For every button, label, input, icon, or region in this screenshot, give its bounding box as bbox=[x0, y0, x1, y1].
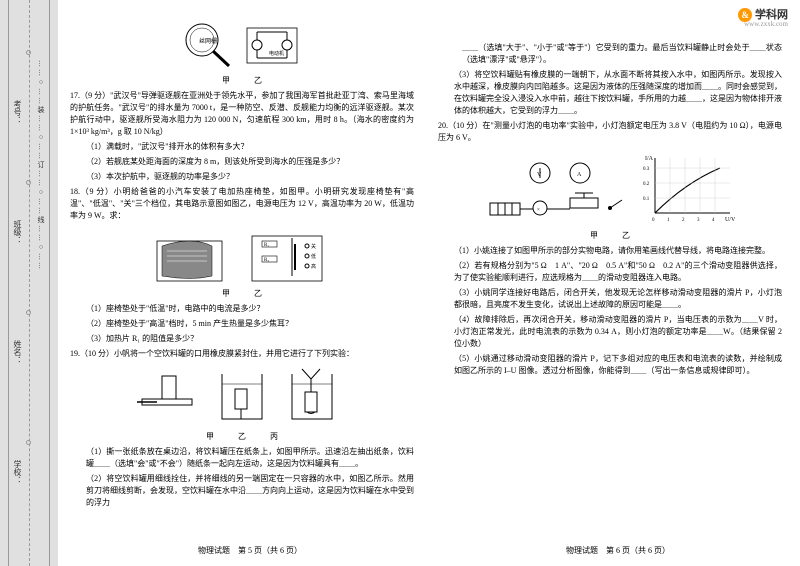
binding-label-school: 学校： bbox=[12, 460, 23, 484]
q17-sub1: （1）满载时，"武汉号"排开水的体积有多大？ bbox=[70, 141, 414, 153]
q20-fig-caption: 甲 乙 bbox=[438, 230, 782, 241]
q18-fig-caption: 甲 乙 bbox=[70, 288, 414, 299]
svg-text:0.3: 0.3 bbox=[643, 167, 650, 172]
q16-fig-caption: 甲 乙 bbox=[70, 75, 414, 86]
q20-sub4: （4）故障排除后，再次闭合开关，移动滑动变阻器的滑片 P，当电压表的示数为＿＿V… bbox=[438, 314, 782, 350]
svg-text:×: × bbox=[537, 208, 540, 213]
binding-strip: 学校： 姓名： 班级： 考号： ……○……装……○……订……○……线……○…… bbox=[0, 0, 58, 566]
q19-fig-caption: 甲 乙 丙 bbox=[70, 431, 414, 442]
q19-sub3: （3）将空饮料罐贴有橡皮膜的一端朝下，从水面不断将其按入水中，如图丙所示。发现按… bbox=[438, 69, 782, 117]
svg-text:低: 低 bbox=[311, 253, 316, 260]
svg-text:丝网栅: 丝网栅 bbox=[199, 37, 217, 45]
svg-text:电动机: 电动机 bbox=[269, 50, 284, 57]
svg-text:0: 0 bbox=[652, 218, 655, 223]
q20-sub3: （3）小姚同学连接好电路后，闭合开关，他发现无论怎样移动滑动变阻器的滑片 P，小… bbox=[438, 287, 782, 311]
page-6: ＿＿（选填"大于"、"小于"或"等于"）它受到的重力。最后当饮料罐静止时会处于＿… bbox=[430, 6, 790, 560]
svg-text:R₂: R₂ bbox=[264, 258, 269, 263]
q17-head: 17.（9 分）"武汉号"导弹驱逐舰在亚洲处于领先水平，参加了我国海军首批赴亚丁… bbox=[70, 90, 414, 138]
binding-circle bbox=[26, 180, 31, 185]
svg-text:V: V bbox=[537, 172, 542, 178]
binding-circle bbox=[26, 440, 31, 445]
page-6-footer: 物理试题 第 6 页（共 6 页） bbox=[438, 545, 798, 556]
binding-label-class: 班级： bbox=[12, 220, 23, 244]
svg-text:3: 3 bbox=[697, 218, 700, 223]
binding-circle bbox=[26, 310, 31, 315]
svg-text:2: 2 bbox=[682, 218, 685, 223]
svg-text:4: 4 bbox=[712, 218, 715, 223]
svg-text:关: 关 bbox=[311, 243, 316, 250]
q19-sub2b: ＿＿（选填"大于"、"小于"或"等于"）它受到的重力。最后当饮料罐静止时会处于＿… bbox=[438, 42, 782, 66]
binding-dashes bbox=[29, 0, 30, 566]
q18-sub2: （2）座椅垫处于"高温"档时，5 min 产生热量是多少焦耳？ bbox=[70, 318, 414, 330]
q20-sub1: （1）小姚连接了如图甲所示的部分实物电路，请你用笔画线代替导线，将电路连接完整。 bbox=[438, 245, 782, 257]
svg-text:0.1: 0.1 bbox=[643, 197, 650, 202]
svg-text:R₁: R₁ bbox=[264, 243, 269, 248]
page-5-footer: 物理试题 第 5 页（共 6 页） bbox=[70, 545, 430, 556]
binding-label-id: 考号： bbox=[12, 100, 23, 124]
svg-text:高: 高 bbox=[311, 263, 316, 270]
svg-text:I/A: I/A bbox=[645, 156, 654, 162]
q18-sub3: （3）加热片 R₁ 的阻值是多少？ bbox=[70, 333, 414, 345]
q16-figure: 丝网栅 电动机 甲 乙 bbox=[70, 18, 414, 86]
q19-sub1: （1）撕一张纸条放在桌边沿，将饮料罐压在纸条上，如图甲所示。迅速沿左抽出纸条，饮… bbox=[70, 446, 414, 470]
q17-sub3: （3）本次护航中，驱逐舰的功率是多少？ bbox=[70, 171, 414, 183]
q19-figure: 甲 乙 丙 bbox=[70, 364, 414, 442]
q18-sub1: （1）座椅垫处于"低温"时，电路中的电流是多少？ bbox=[70, 303, 414, 315]
q20-head: 20.（10 分）在"测量小灯泡的电功率"实验中，小灯泡额定电压为 3.8 V（… bbox=[438, 120, 782, 144]
q18-figure: R₁ R₂ 关 低 高 甲 乙 bbox=[70, 226, 414, 299]
svg-text:U/V: U/V bbox=[725, 217, 736, 223]
q19-sub2: （2）将空饮料罐用细线拴住，并将细线的另一端固定在一只容器的水中，如图乙所示。然… bbox=[70, 473, 414, 509]
q20-figure: V A × U/V I/A 0 1 2 3 4 0.1 0.2 0.3 甲 乙 bbox=[438, 148, 782, 241]
page-5: 丝网栅 电动机 甲 乙 17.（9 分）"武汉号"导弹驱逐舰在亚洲处于领先水平，… bbox=[62, 6, 422, 560]
q20-sub2: （2）若有规格分别为"5 Ω 1 A"、"20 Ω 0.5 A"和"50 Ω 0… bbox=[438, 260, 782, 284]
svg-text:1: 1 bbox=[667, 218, 670, 223]
binding-hint: ……○……装……○……订……○……线……○…… bbox=[36, 60, 46, 271]
svg-text:0.2: 0.2 bbox=[643, 182, 650, 187]
binding-label-name: 姓名： bbox=[12, 340, 23, 364]
q18-head: 18.（9 分）小明给爸爸的小汽车安装了电加热座椅垫，如图甲。小明研究发现座椅垫… bbox=[70, 186, 414, 222]
q20-sub5: （5）小姚通过移动滑动变阻器的滑片 P，记下多组对应的电压表和电流表的读数，并绘… bbox=[438, 353, 782, 377]
q17-sub2: （2）若舰底某处距海面的深度为 8 m，则该处所受到海水的压强是多少？ bbox=[70, 156, 414, 168]
binding-circle bbox=[26, 50, 31, 55]
q19-head: 19.（10 分）小帆将一个空饮料罐的口用橡皮膜紧封住，并用它进行了下列实验： bbox=[70, 348, 414, 360]
svg-text:A: A bbox=[577, 172, 582, 178]
